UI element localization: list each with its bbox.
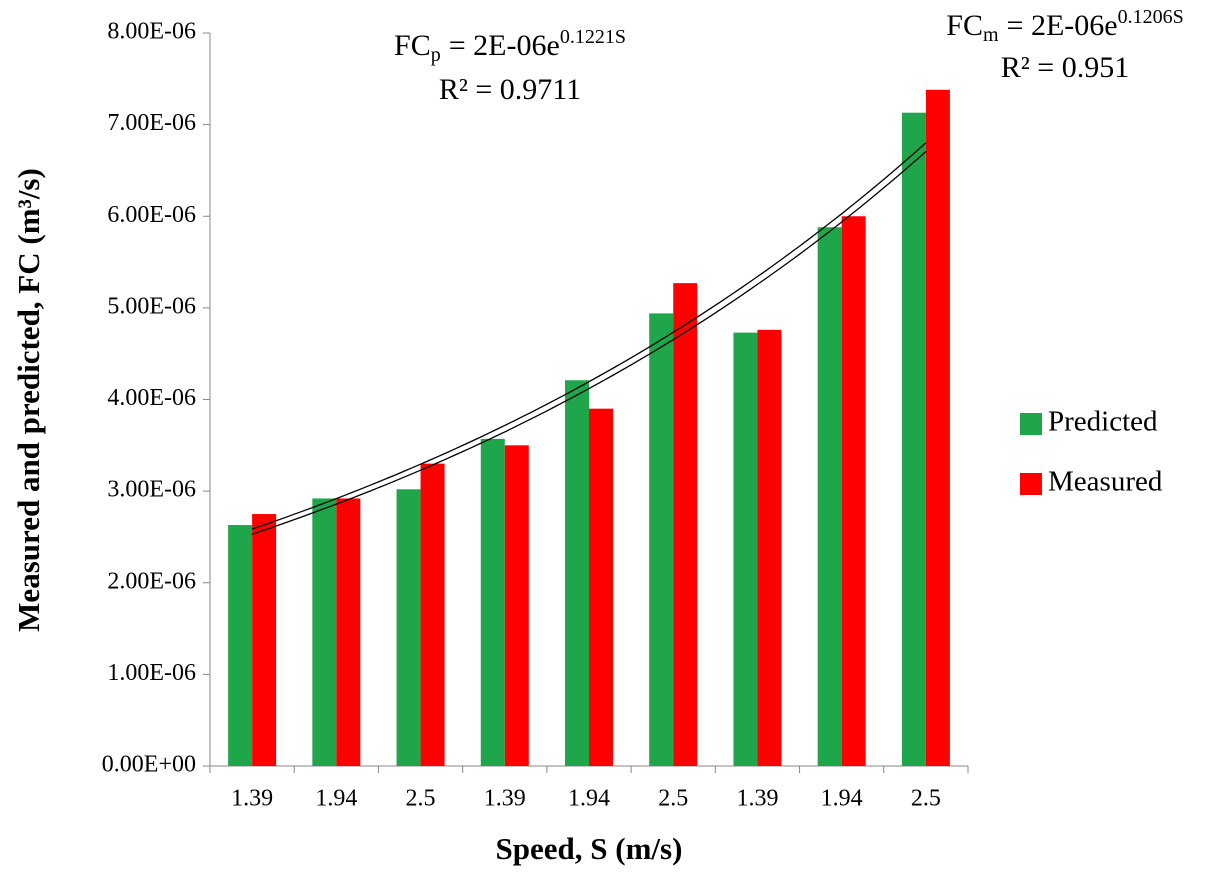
legend-swatch xyxy=(1020,413,1042,435)
x-tick-label: 1.94 xyxy=(568,786,610,812)
trendline xyxy=(251,151,927,535)
equation-exponent: 0.1221S xyxy=(560,26,626,48)
equation-body: = 2E-06e xyxy=(1007,9,1118,42)
equation-label: FC xyxy=(394,29,431,62)
legend-label: Predicted xyxy=(1048,406,1158,438)
x-tick-label: 1.39 xyxy=(484,786,526,812)
x-tick-label: 2.5 xyxy=(911,786,941,812)
y-tick-label: 5.00E-06 xyxy=(107,293,196,319)
y-tick-label: 1.00E-06 xyxy=(107,660,196,686)
y-tick-label: 6.00E-06 xyxy=(107,202,196,228)
y-tick-label: 8.00E-06 xyxy=(107,19,196,45)
x-tick-label: 2.5 xyxy=(658,786,688,812)
equation-label: FC xyxy=(946,9,983,42)
y-tick-label: 2.00E-06 xyxy=(107,568,196,594)
x-tick-label: 1.39 xyxy=(736,786,778,812)
y-tick-label: 0.00E+00 xyxy=(102,752,196,778)
x-tick-label: 1.94 xyxy=(821,786,863,812)
legend-swatch xyxy=(1020,473,1042,495)
bar xyxy=(312,498,337,766)
r-squared: R² = 0.9711 xyxy=(439,73,581,106)
y-tick-label: 7.00E-06 xyxy=(107,110,196,136)
bar xyxy=(925,89,950,767)
y-axis-title: Measured and predicted, FC (m³/s) xyxy=(11,168,46,632)
bar xyxy=(673,283,698,766)
bar xyxy=(480,438,505,766)
bar xyxy=(841,216,866,766)
bar xyxy=(589,408,613,766)
bar xyxy=(733,332,758,766)
x-tick-label: 1.94 xyxy=(315,786,357,812)
bar xyxy=(901,112,926,767)
bar xyxy=(336,498,361,766)
bar xyxy=(396,489,421,766)
bar xyxy=(252,514,277,766)
equation-exponent: 0.1206S xyxy=(1118,6,1184,28)
bar xyxy=(420,463,445,766)
bar xyxy=(565,380,589,766)
x-tick-label: 1.39 xyxy=(231,786,273,812)
bar xyxy=(817,227,842,766)
bar xyxy=(757,329,782,766)
trendline xyxy=(251,142,927,530)
equation-subscript: m xyxy=(983,24,999,46)
r-squared: R² = 0.951 xyxy=(1001,51,1129,84)
y-tick-label: 3.00E-06 xyxy=(107,477,196,503)
bar xyxy=(504,445,529,766)
x-axis-title: Speed, S (m/s) xyxy=(496,831,683,866)
x-tick-label: 2.5 xyxy=(406,786,436,812)
legend-label: Measured xyxy=(1048,466,1163,498)
y-tick-label: 4.00E-06 xyxy=(107,385,196,411)
equation: FCm = 2E-06e0.1206S xyxy=(946,6,1183,46)
equation-body: = 2E-06e xyxy=(449,29,560,62)
bar xyxy=(228,525,253,766)
equation-subscript: p xyxy=(431,44,441,66)
equation: FCp = 2E-06e0.1221S xyxy=(394,26,626,66)
bar xyxy=(649,313,674,766)
